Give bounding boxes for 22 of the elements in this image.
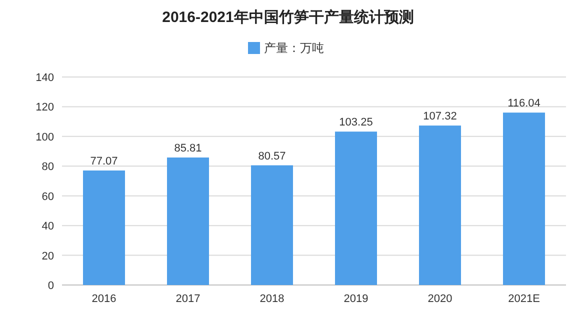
legend: 产量：万吨 bbox=[264, 41, 324, 55]
xtick: 2019 bbox=[344, 293, 368, 305]
ytick: 0 bbox=[48, 280, 54, 292]
ytick: 100 bbox=[36, 131, 54, 144]
ytick: 40 bbox=[42, 220, 54, 233]
ytick: 140 bbox=[36, 72, 54, 84]
xtick: 2016 bbox=[92, 293, 116, 305]
data-label: 85.81 bbox=[174, 142, 202, 154]
ytick: 60 bbox=[42, 190, 54, 203]
data-label: 103.25 bbox=[339, 116, 373, 129]
xtick: 2021E bbox=[508, 293, 540, 305]
xtick: 2018 bbox=[260, 293, 284, 305]
data-label: 107.32 bbox=[423, 110, 457, 123]
ytick: 120 bbox=[36, 102, 54, 114]
ytick: 20 bbox=[42, 250, 54, 262]
data-label: 116.04 bbox=[508, 98, 540, 110]
xtick: 2020 bbox=[428, 293, 452, 305]
data-label: 80.57 bbox=[258, 150, 286, 162]
ytick: 80 bbox=[42, 161, 54, 174]
title: 2016-2021年中国竹笋干产量统计预测 bbox=[162, 9, 414, 26]
data-label: 77.07 bbox=[90, 156, 118, 168]
xtick: 2017 bbox=[176, 293, 200, 305]
